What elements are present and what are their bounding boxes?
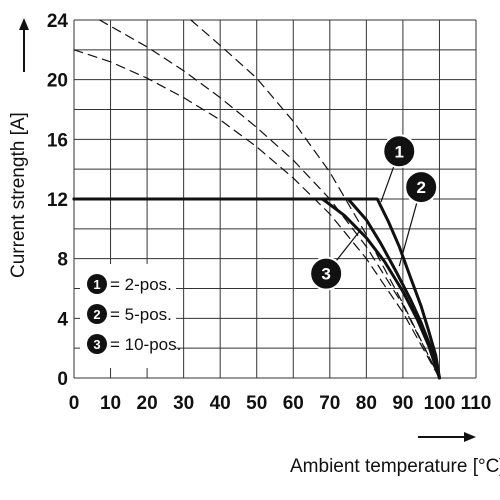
- legend-label-2: = 5-pos.: [110, 305, 172, 324]
- x-tick-label: 80: [356, 393, 377, 414]
- y-tick-label: 24: [47, 11, 69, 32]
- callout-number-2: 2: [416, 178, 425, 197]
- x-axis-label: Ambient temperature [°C]: [290, 456, 500, 477]
- x-tick-label: 50: [246, 393, 267, 414]
- callout-badge-3: [309, 256, 344, 291]
- callout-number-3: 3: [321, 265, 330, 284]
- x-tick-label: 70: [319, 393, 340, 414]
- x-tick-label: 0: [69, 393, 80, 414]
- dashed-curve-2: [99, 19, 441, 379]
- curves: [72, 19, 441, 380]
- x-axis-arrowhead: [464, 432, 476, 442]
- grid: [73, 19, 477, 379]
- y-tick-label: 8: [57, 250, 68, 271]
- callout-badge-2: [404, 170, 439, 205]
- legend-badge-3: [87, 334, 107, 354]
- y-tick-label: 20: [47, 71, 68, 92]
- callouts: 12 3: [309, 134, 439, 291]
- legend-label-3: = 10-pos.: [110, 335, 181, 354]
- dashed-curve-1: [190, 19, 441, 379]
- curve-1: [72, 197, 441, 380]
- x-tick-label: 60: [283, 393, 304, 414]
- y-axis-arrowhead: [19, 18, 29, 30]
- x-tick-label: 100: [424, 393, 456, 414]
- legend-badge-2: [87, 304, 107, 324]
- x-tick-label: 30: [173, 393, 194, 414]
- y-tick-label: 16: [47, 130, 68, 151]
- y-axis-title: Current strength [A]: [8, 112, 29, 278]
- legend-number-2: 2: [93, 307, 100, 322]
- curve-3: [72, 197, 441, 380]
- legend-badge-1: [87, 274, 107, 294]
- y-axis-label: Current strength [A]: [8, 112, 29, 278]
- x-tick-label: 20: [137, 393, 158, 414]
- x-axis-title: Ambient temperature [°C]: [290, 432, 500, 477]
- legend: 1 = 2-pos. 2 = 5-pos. 3 = 10-pos.: [80, 264, 181, 368]
- legend-number-1: 1: [93, 277, 100, 292]
- y-tick-label: 12: [47, 190, 68, 211]
- legend-number-3: 3: [93, 337, 100, 352]
- x-tick-label: 40: [210, 393, 231, 414]
- x-tick-label: 10: [100, 393, 121, 414]
- y-tick-label: 0: [57, 369, 68, 390]
- legend-label-1: = 2-pos.: [110, 275, 172, 294]
- x-tick-label: 90: [392, 393, 413, 414]
- y-tick-label: 4: [57, 309, 68, 330]
- callout-number-1: 1: [395, 142, 404, 161]
- callout-badge-1: [382, 134, 417, 169]
- dashed-curve-3: [73, 49, 441, 379]
- x-tick-label: 110: [461, 393, 492, 414]
